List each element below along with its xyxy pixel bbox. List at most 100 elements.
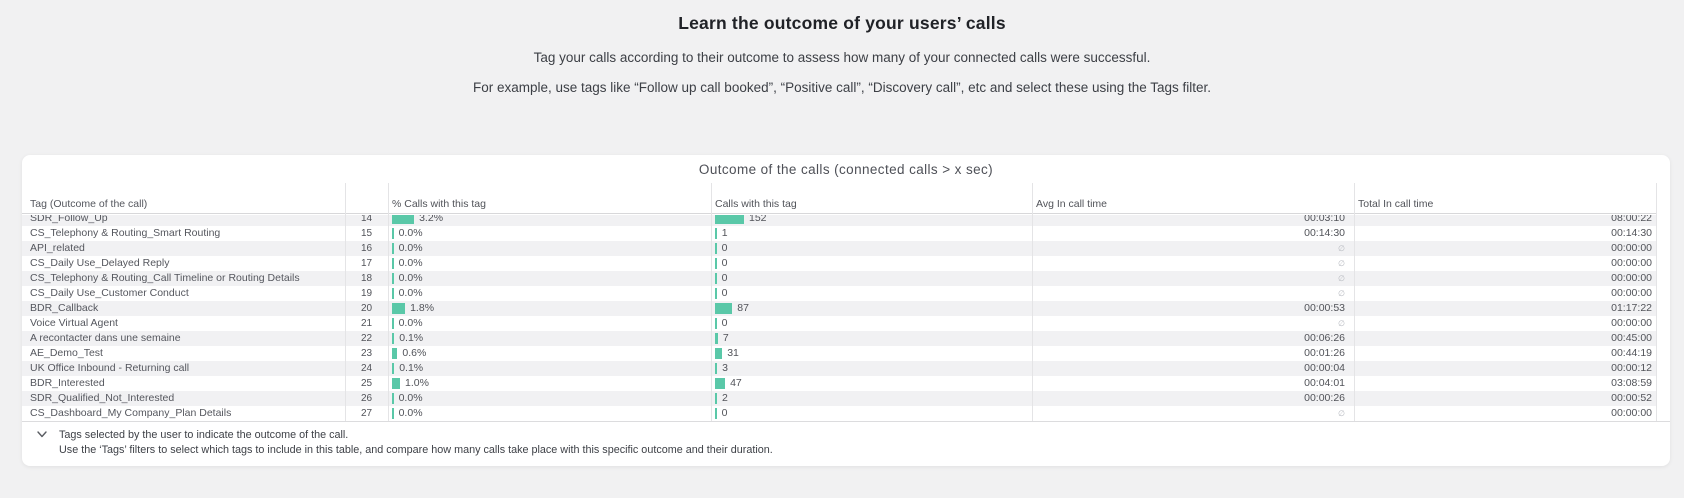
pct-value: 0.1% xyxy=(399,332,424,344)
total-time-cell: 00:00:00 xyxy=(1611,272,1652,284)
table-row[interactable]: SDR_Follow_Up 14 3.2% 152 00:03:10 08:00:22 xyxy=(22,215,1656,226)
row-index-cell: 24 xyxy=(360,363,373,374)
col-header-avg-time[interactable]: Avg In call time xyxy=(1036,198,1108,210)
total-time-cell: 00:00:12 xyxy=(1611,362,1652,374)
col-header-tag[interactable]: Tag (Outcome of the call) xyxy=(30,198,148,210)
pct-value: 0.0% xyxy=(398,392,423,404)
pct-bar xyxy=(392,363,395,374)
tag-cell: Voice Virtual Agent xyxy=(30,317,118,329)
calls-bar xyxy=(715,318,717,329)
table-row[interactable]: Voice Virtual Agent 21 0.0% 0 ∅ 00:00:00 xyxy=(22,316,1656,331)
tag-cell: CS_Dashboard_My Company_Plan Details xyxy=(30,407,232,419)
pct-calls-cell: 1.0% xyxy=(388,376,711,391)
null-value-icon: ∅ xyxy=(1338,319,1345,328)
table-row[interactable]: A recontacter dans une semaine 22 0.1% 7 00:… xyxy=(22,331,1656,346)
calls-cell: 47 xyxy=(711,376,1032,391)
calls-cell: 0 xyxy=(711,406,1032,421)
table-row[interactable]: BDR_Callback 20 1.8% 87 00:00:53 01:17:22 xyxy=(22,301,1656,316)
table-row[interactable]: CS_Telephony & Routing_Call Timeline or … xyxy=(22,271,1656,286)
pct-value: 0.0% xyxy=(398,257,423,269)
row-index-cell: 26 xyxy=(360,393,373,404)
table-row[interactable]: AE_Demo_Test 23 0.6% 31 00:01:26 00:44:19 xyxy=(22,346,1656,361)
page-description-2: For example, use tags like “Follow up ca… xyxy=(472,80,1212,95)
calls-cell: 1 xyxy=(711,226,1032,241)
tag-cell: CS_Telephony & Routing_Call Timeline or … xyxy=(30,272,300,284)
calls-value: 0 xyxy=(721,242,728,254)
page-title: Learn the outcome of your users’ calls xyxy=(678,13,1006,33)
table-row[interactable]: SDR_Qualified_Not_Interested 26 0.0% 2 00:00… xyxy=(22,391,1656,406)
tag-cell: SDR_Follow_Up xyxy=(30,215,108,224)
col-header-pct-calls[interactable]: % Calls with this tag xyxy=(392,198,486,210)
tag-cell: CS_Daily Use_Customer Conduct xyxy=(30,287,189,299)
row-index-cell: 23 xyxy=(360,348,373,359)
row-index-cell: 25 xyxy=(360,378,373,389)
table-body-scroll-area[interactable]: SDR_Follow_Up 14 3.2% 152 00:03:10 08:00:22 CS… xyxy=(22,215,1656,421)
null-value-icon: ∅ xyxy=(1338,259,1345,268)
pct-calls-cell: 0.0% xyxy=(388,391,711,406)
calls-cell: 2 xyxy=(711,391,1032,406)
table-row[interactable]: CS_Daily Use_Customer Conduct 19 0.0% 0 ∅ 00:… xyxy=(22,286,1656,301)
pct-calls-cell: 0.0% xyxy=(388,406,711,421)
table-row[interactable]: BDR_Interested 25 1.0% 47 00:04:01 03:08:59 xyxy=(22,376,1656,391)
pct-bar xyxy=(392,393,394,404)
tag-cell: UK Office Inbound - Returning call xyxy=(30,362,190,374)
calls-value: 2 xyxy=(722,392,728,404)
pct-calls-cell: 0.0% xyxy=(388,256,711,271)
footnote-line-2: Use the ‘Tags’ filters to select which t… xyxy=(59,444,773,456)
calls-value: 1 xyxy=(721,227,728,239)
tag-cell: BDR_Interested xyxy=(30,377,105,389)
table-row[interactable]: CS_Dashboard_My Company_Plan Details 27 0.… xyxy=(22,406,1656,421)
table-body: SDR_Follow_Up 14 3.2% 152 00:03:10 08:00:22 CS… xyxy=(22,215,1656,421)
pct-bar xyxy=(392,215,415,224)
calls-bar xyxy=(715,393,717,404)
calls-value: 31 xyxy=(727,347,739,359)
widget-title: Outcome of the calls (connected calls > … xyxy=(698,162,994,177)
row-index-cell: 17 xyxy=(360,258,373,269)
pct-calls-cell: 0.1% xyxy=(388,331,711,346)
total-time-cell: 03:08:59 xyxy=(1611,377,1652,389)
calls-bar xyxy=(715,303,733,314)
row-index-cell: 15 xyxy=(360,228,373,239)
calls-cell: 0 xyxy=(711,241,1032,256)
calls-value: 87 xyxy=(737,302,749,314)
calls-bar xyxy=(715,258,717,269)
table-row[interactable]: API_related 16 0.0% 0 ∅ 00:00:00 xyxy=(22,241,1656,256)
pct-value: 0.0% xyxy=(398,227,423,239)
tag-cell: API_related xyxy=(30,242,85,254)
pct-calls-cell: 0.1% xyxy=(388,361,711,376)
calls-bar xyxy=(715,273,717,284)
row-index-cell: 21 xyxy=(360,318,373,329)
calls-value: 7 xyxy=(722,332,729,344)
null-value-icon: ∅ xyxy=(1338,244,1345,253)
col-header-calls[interactable]: Calls with this tag xyxy=(715,198,797,210)
total-time-cell: 00:00:00 xyxy=(1611,242,1652,254)
calls-bar xyxy=(715,378,726,389)
avg-time-cell: 00:00:26 xyxy=(1304,392,1345,404)
calls-cell: 0 xyxy=(711,286,1032,301)
avg-time-cell: 00:04:01 xyxy=(1304,377,1345,389)
pct-calls-cell: 0.0% xyxy=(388,271,711,286)
table-row[interactable]: CS_Telephony & Routing_Smart Routing 15 0.… xyxy=(22,226,1656,241)
row-index-cell: 16 xyxy=(360,243,373,254)
calls-value: 47 xyxy=(730,377,742,389)
page-description-1: Tag your calls according to their outcom… xyxy=(533,50,1151,65)
tag-cell: SDR_Qualified_Not_Interested xyxy=(30,392,175,404)
calls-value: 0 xyxy=(721,257,728,269)
avg-time-cell: ∅ xyxy=(1032,271,1354,286)
pct-value: 1.8% xyxy=(410,302,435,314)
calls-cell: 87 xyxy=(711,301,1032,316)
widget-footnote: Tags selected by the user to indicate th… xyxy=(22,421,1670,458)
calls-cell: 152 xyxy=(711,215,1032,226)
calls-cell: 7 xyxy=(711,331,1032,346)
table-row[interactable]: CS_Daily Use_Delayed Reply 17 0.0% 0 ∅ 00:00:… xyxy=(22,256,1656,271)
chevron-down-icon[interactable] xyxy=(37,431,47,438)
footnote-line-1: Tags selected by the user to indicate th… xyxy=(59,429,349,441)
total-time-cell: 00:00:00 xyxy=(1611,257,1652,269)
table-header-row: Tag (Outcome of the call) % Calls with t… xyxy=(22,195,1656,214)
pct-bar xyxy=(392,243,394,254)
calls-bar xyxy=(715,348,723,359)
calls-bar xyxy=(715,333,718,344)
table-row[interactable]: UK Office Inbound - Returning call 24 0.1%… xyxy=(22,361,1656,376)
col-header-total-time[interactable]: Total In call time xyxy=(1358,198,1434,210)
pct-calls-cell: 0.6% xyxy=(388,346,711,361)
